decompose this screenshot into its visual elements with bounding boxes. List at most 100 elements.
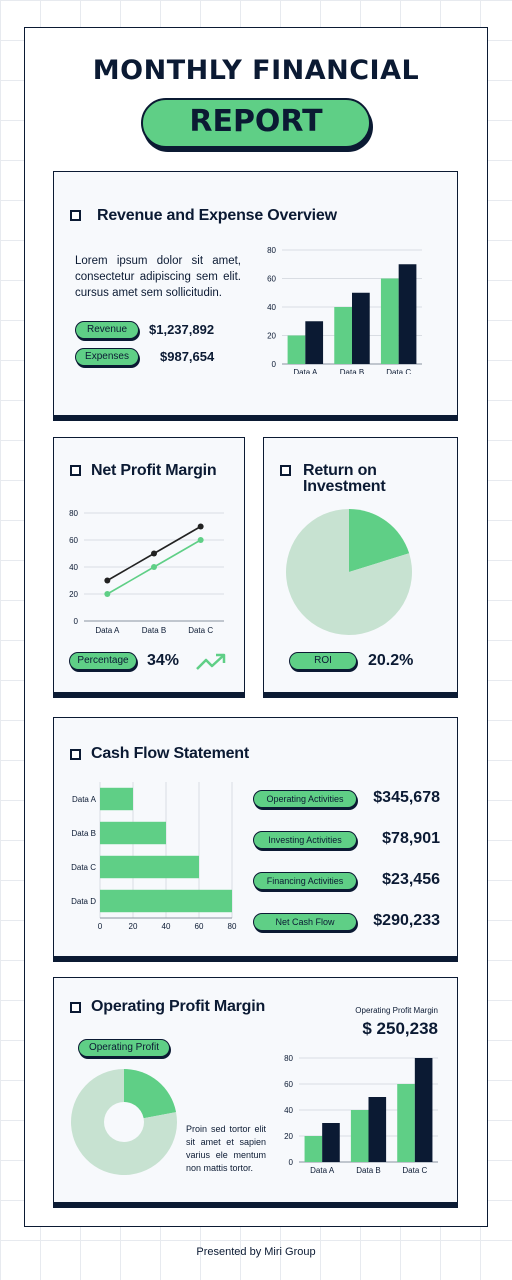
card-description: Lorem ipsum dolor sit amet, consectetur …: [75, 255, 241, 299]
y-tick-label: 40: [69, 563, 78, 572]
bar: [322, 1123, 340, 1162]
data-point: [197, 523, 204, 530]
bar: [352, 292, 370, 364]
y-tick-label: 0: [289, 1158, 294, 1167]
card-title: Net Profit Margin: [91, 462, 217, 479]
operating-profit-value: $ 250,238: [362, 1019, 438, 1038]
bar: [305, 321, 324, 364]
expenses-tag: Expenses: [75, 348, 139, 366]
net-profit-card: Net Profit Margin 0 20 40 60 80 Data A Data B D…: [53, 437, 245, 698]
cash-flow-tag: Investing Activities: [253, 831, 357, 849]
x-tick-label: 40: [162, 922, 171, 931]
bar: [100, 855, 199, 879]
checkbox-icon[interactable]: [70, 465, 81, 476]
x-tick-label: Data C: [188, 626, 213, 635]
cash-flow-tag: Net Cash Flow: [253, 913, 357, 931]
data-point: [197, 537, 204, 543]
roi-card: Return on Investment ROI 20.2%: [263, 437, 458, 698]
bar: [100, 889, 232, 913]
report-title: MONTHLY FINANCIAL: [92, 55, 420, 86]
y-tick-label: Data C: [71, 863, 96, 872]
x-tick-label: 80: [228, 922, 237, 931]
trend-up-icon: [196, 653, 226, 670]
y-tick-label: Data B: [72, 829, 96, 838]
card-title: Revenue and Expense Overview: [97, 207, 337, 224]
bar: [397, 1084, 415, 1162]
cash-flow-tag: Financing Activities: [253, 872, 357, 890]
y-tick-label: 40: [284, 1106, 293, 1115]
roi-value: 20.2%: [368, 652, 414, 669]
y-tick-label: 20: [69, 590, 78, 599]
data-point: [104, 591, 111, 597]
data-point: [151, 550, 157, 557]
bar: [350, 1110, 369, 1162]
checkbox-icon[interactable]: [70, 749, 81, 760]
percentage-tag: Percentage: [69, 652, 137, 670]
x-tick-label: Data B: [142, 626, 166, 635]
y-tick-label: 0: [74, 617, 79, 626]
pie-slice: [349, 509, 410, 572]
checkbox-icon[interactable]: [70, 1002, 81, 1013]
revenue-expense-chart: 0 20 40 60 80 Data A Data B Data C: [267, 246, 422, 374]
cash-flow-value: $290,233: [373, 912, 440, 929]
revenue-value: $1,237,892: [149, 322, 215, 337]
cash-flow-chart: 0 20 40 60 80 Data A Data B Data C Data D: [71, 782, 237, 931]
cash-flow-value: $78,901: [382, 830, 440, 847]
x-tick-label: Data C: [386, 368, 411, 374]
y-tick-label: 40: [267, 303, 276, 312]
x-tick-label: Data C: [402, 1166, 427, 1175]
card-title-line2: Investment: [303, 478, 386, 495]
x-tick-label: Data A: [95, 626, 120, 635]
bar: [100, 787, 133, 811]
bar: [334, 307, 352, 364]
data-point: [104, 577, 111, 584]
revenue-expense-card: Revenue and Expense Overview Lorem ipsum…: [53, 171, 458, 421]
operating-donut-chart: [71, 1069, 177, 1175]
cash-flow-tag: Operating Activities: [253, 790, 357, 808]
x-tick-label: 0: [98, 922, 103, 931]
cash-flow-card: Cash Flow Statement 0 20 40 60 80 Data A Data …: [53, 717, 458, 962]
operating-bar-chart: 0 20 40 60 80 Data A Data B Data C: [284, 1054, 438, 1175]
y-tick-label: Data D: [71, 897, 96, 906]
bar: [380, 278, 399, 364]
operating-profit-tag: Operating Profit: [78, 1039, 170, 1057]
revenue-tag: Revenue: [75, 321, 139, 339]
y-tick-label: 20: [267, 332, 276, 341]
operating-caption: Operating Profit Margin: [355, 1006, 438, 1015]
expenses-value: $987,654: [160, 349, 215, 364]
x-tick-label: 20: [129, 922, 138, 931]
x-tick-label: 60: [195, 922, 204, 931]
bar: [304, 1136, 323, 1162]
x-tick-label: Data B: [340, 368, 364, 374]
net-profit-chart: 0 20 40 60 80 Data A Data B Data C: [69, 509, 224, 635]
y-tick-label: 80: [284, 1054, 293, 1063]
report-subtitle-pill: REPORT: [141, 98, 371, 148]
roi-tag: ROI: [289, 652, 357, 670]
bar: [414, 1058, 433, 1162]
bar: [100, 821, 166, 845]
pie-slice: [286, 509, 412, 635]
y-tick-label: 20: [284, 1132, 293, 1141]
bar: [398, 264, 417, 364]
operating-description: Proin sed tortor elit sit amet et sapien…: [186, 1124, 266, 1173]
y-tick-label: 0: [272, 360, 277, 369]
y-tick-label: 80: [267, 246, 276, 255]
y-tick-label: Data A: [72, 795, 97, 804]
cash-flow-value: $345,678: [373, 789, 440, 806]
card-title: Operating Profit Margin: [91, 998, 266, 1015]
cash-flow-value: $23,456: [382, 871, 440, 888]
operating-profit-card: Operating Profit Margin Operating Profit…: [53, 977, 458, 1208]
y-tick-label: 60: [69, 536, 78, 545]
roi-pie-chart: [286, 509, 412, 635]
data-point: [151, 564, 157, 570]
bar: [368, 1097, 387, 1162]
y-tick-label: 80: [69, 509, 78, 518]
x-tick-label: Data B: [356, 1166, 380, 1175]
x-tick-label: Data A: [310, 1166, 335, 1175]
x-tick-label: Data A: [293, 368, 318, 374]
checkbox-icon[interactable]: [70, 210, 81, 221]
y-tick-label: 60: [284, 1080, 293, 1089]
donut-hole: [104, 1102, 144, 1142]
net-profit-value: 34%: [147, 652, 180, 669]
checkbox-icon[interactable]: [280, 465, 291, 476]
